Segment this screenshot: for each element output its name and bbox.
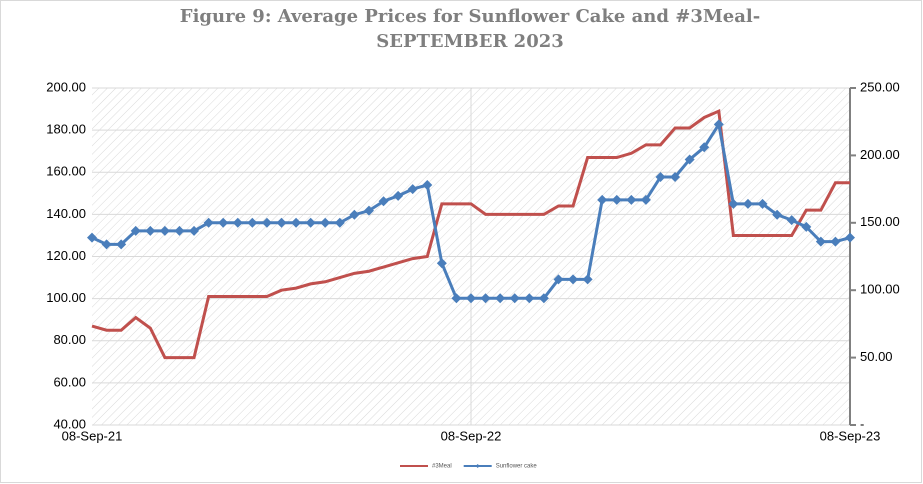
series-marker	[626, 194, 637, 205]
series-marker	[757, 198, 768, 209]
y-tick-label: 60.00	[53, 374, 86, 389]
series-marker	[276, 217, 287, 228]
x-tick-label: 08-Sep-23	[820, 428, 881, 443]
series-marker	[728, 198, 739, 209]
series-marker	[232, 217, 243, 228]
chart-title: SEPTEMBER 2023	[376, 31, 564, 52]
series-marker	[422, 180, 433, 191]
series-marker	[582, 274, 593, 285]
series-marker	[451, 293, 462, 304]
series-marker	[699, 142, 710, 153]
y-tick-label: 180.00	[46, 122, 86, 137]
y-tick-label: 40.00	[53, 416, 86, 431]
y-tick-label: 140.00	[46, 206, 86, 221]
series-marker	[670, 171, 681, 182]
y-tick-label: 100.00	[46, 290, 86, 305]
series-marker	[742, 198, 753, 209]
series-marker	[159, 225, 170, 236]
series-marker	[786, 215, 797, 226]
series-marker	[713, 119, 724, 130]
y2-tick-label: 50.00	[860, 349, 893, 364]
series-marker	[116, 239, 127, 250]
series-marker	[495, 293, 506, 304]
legend-label: #3Meal	[432, 464, 452, 470]
series-marker	[189, 225, 200, 236]
series-marker	[772, 209, 783, 220]
y2-tick-label: 250.00	[860, 79, 900, 94]
series-marker	[480, 293, 491, 304]
series-marker	[640, 194, 651, 205]
series-marker	[363, 205, 374, 216]
series-marker	[261, 217, 272, 228]
series-marker	[684, 154, 695, 165]
series-marker	[538, 293, 549, 304]
legend-marker	[475, 464, 480, 468]
series-marker	[568, 274, 579, 285]
series-marker	[801, 221, 812, 232]
series-marker	[130, 225, 141, 236]
y-tick-label: 80.00	[53, 332, 86, 347]
y-tick-label: 160.00	[46, 164, 86, 179]
y2-tick-label: 150.00	[860, 214, 900, 229]
series-marker	[611, 194, 622, 205]
x-tick-label: 08-Sep-22	[441, 428, 502, 443]
series-marker	[218, 217, 229, 228]
y-tick-label: 120.00	[46, 248, 86, 263]
series-marker	[334, 217, 345, 228]
series-marker	[247, 217, 258, 228]
series-marker	[524, 293, 535, 304]
y2-tick-label: -	[860, 416, 864, 431]
x-tick-label: 08-Sep-21	[62, 428, 123, 443]
series-marker	[466, 293, 476, 304]
series-marker	[509, 293, 520, 304]
legend-label: Sunflower cake	[496, 464, 538, 470]
y2-tick-label: 200.00	[860, 147, 900, 162]
series-marker	[597, 194, 608, 205]
series-marker	[436, 258, 447, 269]
series-marker	[553, 274, 564, 285]
series-marker	[145, 225, 156, 236]
series-marker	[845, 232, 855, 243]
series-marker	[87, 232, 97, 243]
series-marker	[174, 225, 185, 236]
series-marker	[378, 196, 389, 207]
series-marker	[203, 217, 214, 228]
y-tick-label: 200.00	[46, 79, 86, 94]
series-marker	[320, 217, 331, 228]
series-marker	[349, 209, 360, 220]
series-marker	[655, 171, 666, 182]
series-marker	[305, 217, 316, 228]
series-marker	[815, 236, 826, 247]
series-marker	[393, 190, 404, 201]
series-marker	[407, 184, 418, 195]
series-marker	[830, 236, 841, 247]
series-marker	[101, 239, 112, 250]
series-marker	[291, 217, 302, 228]
chart-title: Figure 9: Average Prices for Sunflower C…	[180, 6, 760, 27]
y2-tick-label: 100.00	[860, 282, 900, 297]
